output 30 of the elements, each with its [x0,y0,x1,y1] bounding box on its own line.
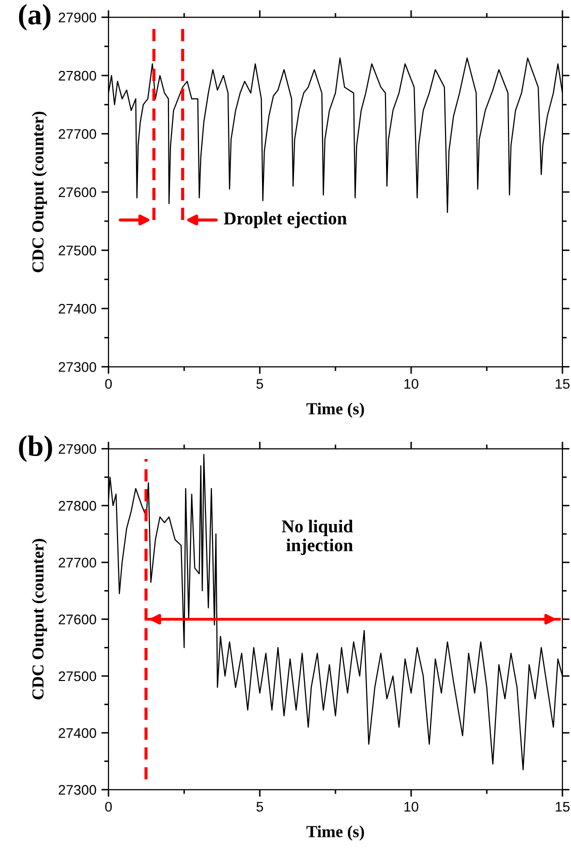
x-tick-label: 10 [404,802,418,812]
y-tick-label: 27600 [58,614,96,624]
y-tick-label: 27300 [58,784,96,795]
y-tick-label: 27500 [58,246,96,256]
chart-title: (b) [18,436,52,462]
annotation: Droplet ejection [224,212,347,228]
y-tick-label: 27400 [58,304,96,314]
x-tick-label: 0 [105,802,112,812]
y-tick-label: 27900 [58,444,96,454]
x-tick-label: 10 [404,378,418,389]
y-tick-label: 27700 [58,558,96,568]
y-tick-label: 27300 [58,362,96,372]
y-tick-label: 27500 [58,671,96,682]
x-tick-label: 5 [256,802,264,812]
y-tick-label: 27800 [58,70,96,81]
annotation: No liquid injection [282,520,353,556]
x-tick-label: 0 [105,378,112,389]
y-tick-label: 27400 [58,728,96,738]
x-axis-title: Time (s) [306,826,364,841]
y-tick-label: 27800 [58,500,96,511]
x-tick-label: 5 [256,379,264,389]
x-tick-label: 15 [556,379,570,389]
x-axis-title: Time (s) [306,402,364,418]
y-tick-label: 27900 [58,12,96,22]
x-tick-label: 15 [556,802,570,812]
y-tick-label: 27600 [58,187,96,198]
chart-title: (a) [18,4,50,30]
y-axis-title: CDC Output (counter) [32,538,47,700]
y-axis-title: CDC Output (counter) [32,112,47,272]
y-tick-label: 27700 [58,129,96,139]
